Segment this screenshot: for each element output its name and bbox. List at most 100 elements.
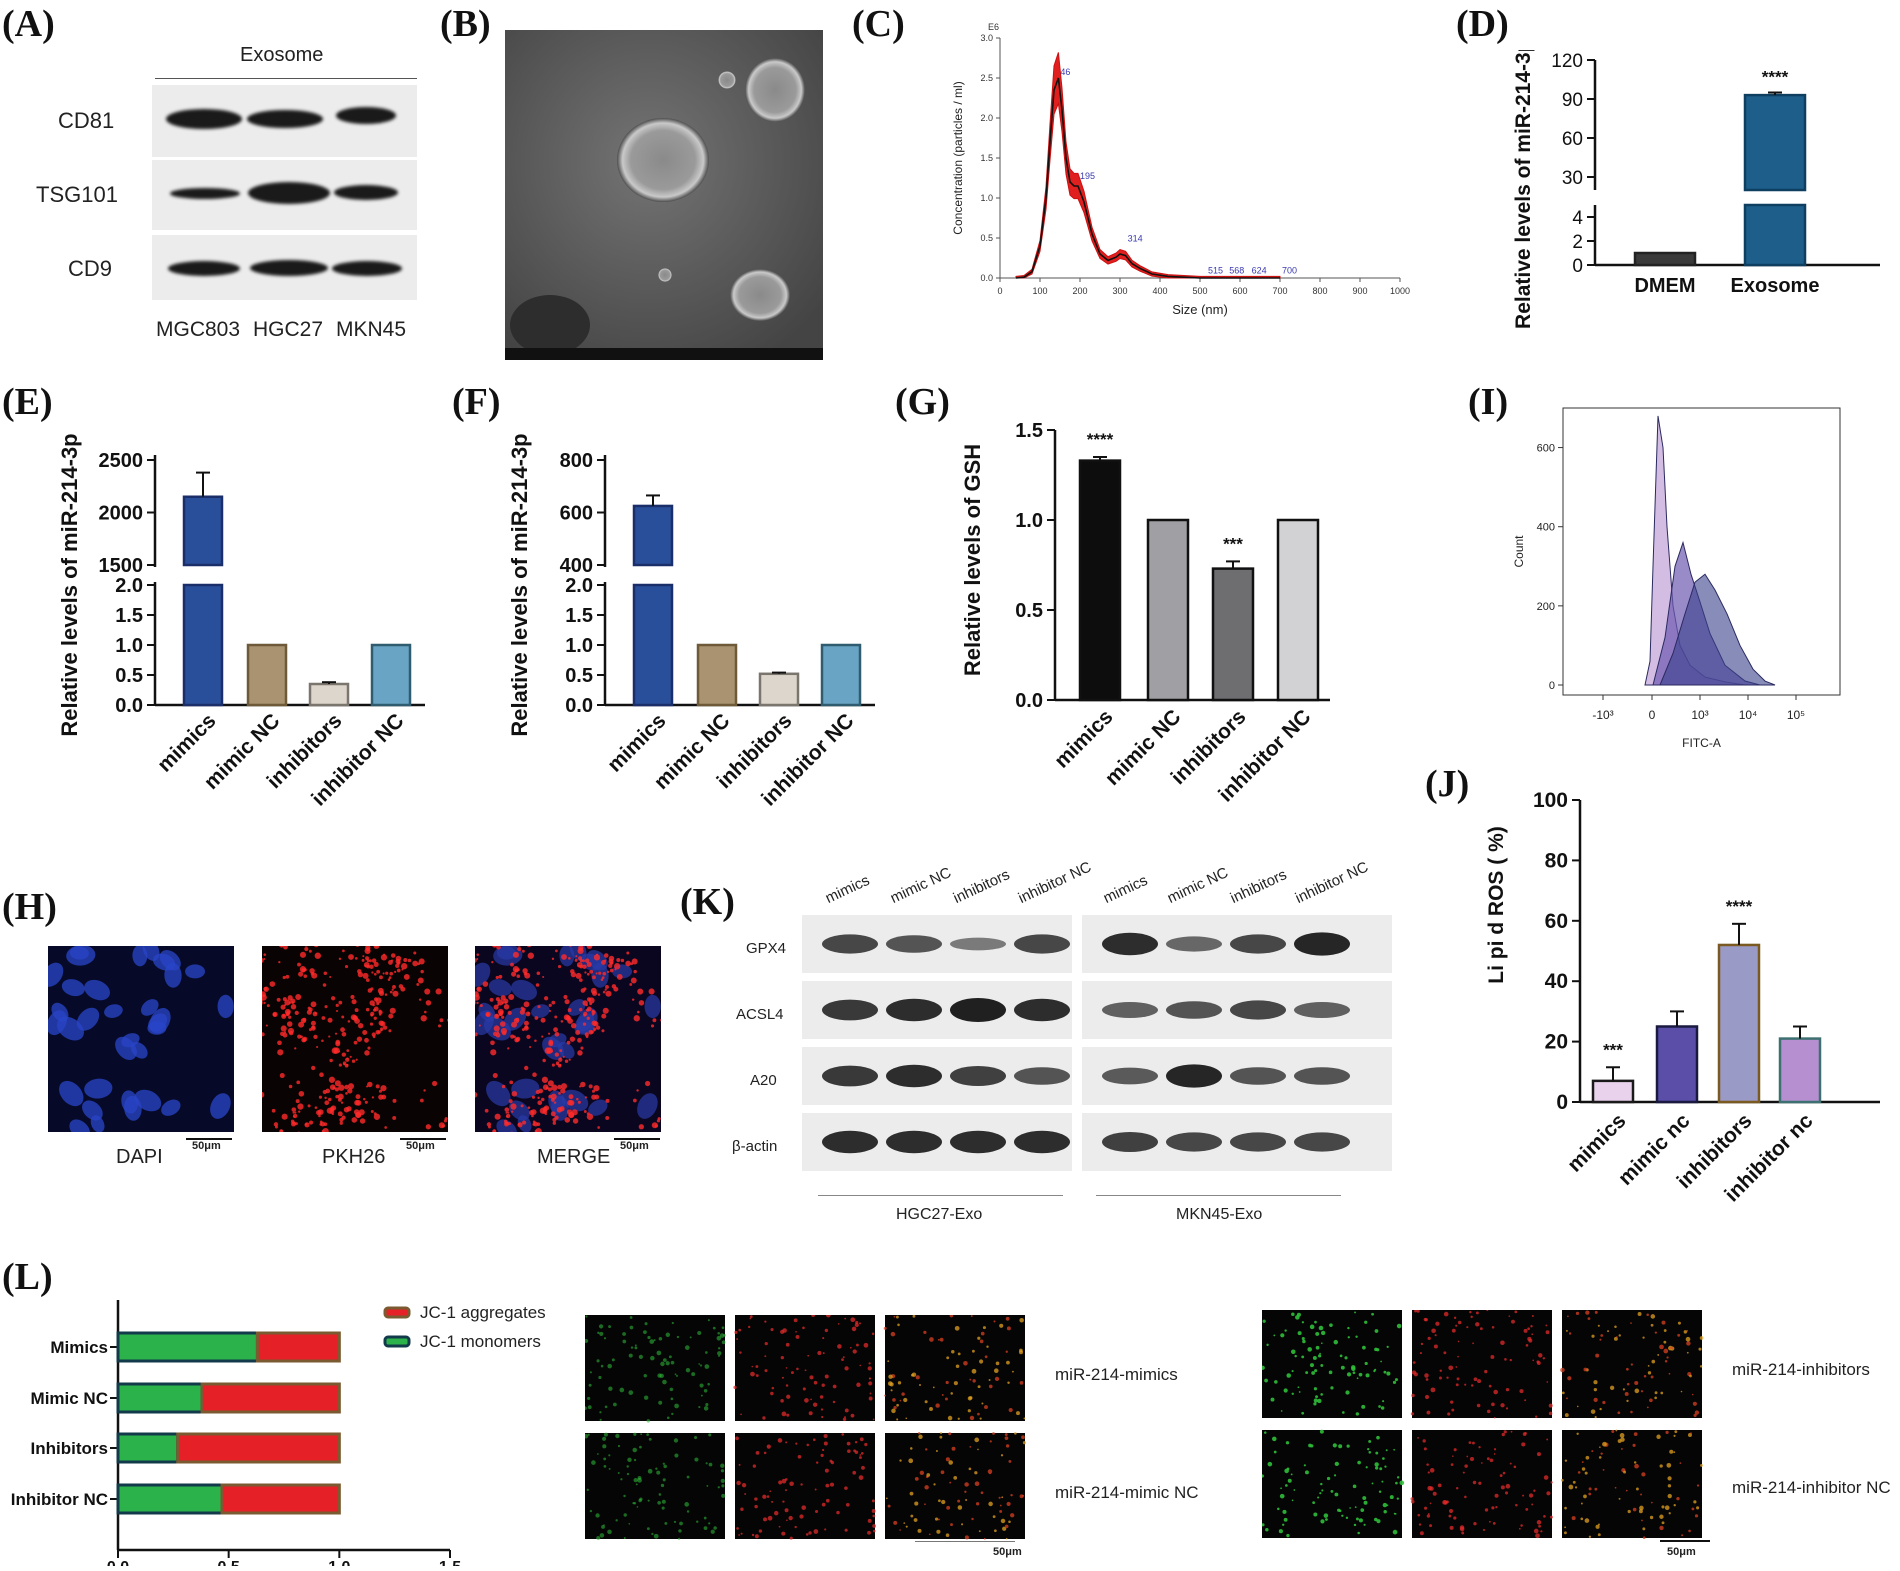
bar-aggregates — [178, 1434, 340, 1462]
lane-label: MKN45 — [336, 318, 406, 342]
fluorescence-puncta — [1662, 1521, 1665, 1524]
y-tick-label: 120 — [1551, 51, 1583, 72]
fluorescence-puncta — [924, 1503, 926, 1505]
fluorescence-puncta — [995, 1377, 999, 1381]
fluorescence-puncta — [1301, 1412, 1304, 1415]
fluorescence-puncta — [919, 1384, 921, 1386]
fluorescence-puncta — [631, 1346, 633, 1348]
fluorescence-puncta — [1493, 1522, 1496, 1525]
y-tick-label: 0.0 — [565, 695, 593, 717]
fluorescence-puncta — [763, 1517, 767, 1521]
fluorescence-puncta — [1620, 1433, 1625, 1438]
fluorescence-puncta — [1349, 1507, 1351, 1509]
nucleus — [508, 976, 540, 1004]
pkh26-puncta — [371, 971, 373, 973]
fluorescence-puncta — [1692, 1508, 1695, 1511]
pkh26-puncta — [601, 1029, 604, 1032]
blot-band — [950, 998, 1006, 1022]
fluorescence-puncta — [1582, 1461, 1584, 1463]
fluorescence-puncta — [809, 1411, 813, 1415]
fluorescence-puncta — [844, 1486, 848, 1490]
fluorescence-puncta — [859, 1322, 861, 1324]
pkh26-puncta — [583, 987, 586, 990]
pkh26-puncta — [336, 1010, 338, 1012]
fluorescence-puncta — [942, 1394, 944, 1396]
fluorescence-puncta — [856, 1383, 860, 1387]
pkh26-puncta — [280, 1129, 283, 1132]
fluorescence-puncta — [964, 1491, 966, 1493]
fluorescence-puncta — [1302, 1321, 1304, 1323]
pkh26-puncta — [358, 1023, 363, 1028]
nucleus — [81, 976, 113, 1004]
fluorescence-puncta — [1450, 1401, 1453, 1404]
fluorescence-puncta — [887, 1360, 889, 1362]
fluorescence-puncta — [1647, 1406, 1649, 1408]
fluorescence-puncta — [1511, 1320, 1515, 1324]
fluorescence-puncta — [1510, 1463, 1512, 1465]
pkh26-puncta — [561, 954, 567, 960]
fluorescence-puncta — [687, 1510, 689, 1512]
fluorescence-puncta — [1379, 1467, 1382, 1470]
blot-band — [1102, 1068, 1158, 1085]
fluorescence-puncta — [868, 1362, 870, 1364]
legend-swatch — [385, 1308, 409, 1317]
fluorescence-puncta — [1573, 1481, 1576, 1484]
fluorescence-puncta — [1274, 1451, 1277, 1454]
pkh26-puncta — [579, 1008, 583, 1012]
fluorescence-puncta — [1421, 1343, 1423, 1345]
fluorescence-puncta — [626, 1465, 628, 1467]
fluorescence-puncta — [938, 1339, 940, 1341]
pkh26-puncta — [573, 1118, 578, 1123]
fluorescence-puncta — [1446, 1377, 1448, 1379]
pkh26-puncta — [334, 1051, 337, 1054]
fluorescence-puncta — [869, 1377, 871, 1379]
blot-band — [1230, 934, 1286, 953]
fluorescence-puncta — [969, 1379, 971, 1381]
fluorescence-puncta — [1669, 1450, 1673, 1454]
pkh26-puncta — [645, 1081, 650, 1086]
y-tick-label: 60 — [1545, 910, 1568, 933]
fluorescence-puncta — [585, 1315, 587, 1317]
fluorescence-puncta — [989, 1379, 991, 1381]
pkh26-puncta — [376, 970, 380, 974]
pkh26-puncta — [420, 970, 423, 973]
pkh26-puncta — [283, 976, 286, 979]
micrograph — [1262, 1430, 1402, 1538]
fluorescence-puncta — [1634, 1381, 1638, 1385]
fluorescence-puncta — [786, 1519, 788, 1521]
fluorescence-puncta — [1426, 1378, 1429, 1381]
fluorescence-puncta — [988, 1502, 993, 1507]
pkh26-puncta — [351, 1117, 357, 1123]
blot-band — [332, 261, 402, 276]
panel-l-stacked-bar: 0.00.51.01.5MimicsMimic NCInhibitorsInhi… — [0, 1290, 560, 1566]
pkh26-puncta — [568, 1008, 572, 1012]
fluorescence-puncta — [781, 1532, 785, 1536]
scale-label: 50μm — [620, 1140, 649, 1152]
fluorescence-puncta — [1281, 1410, 1283, 1412]
pkh26-puncta — [390, 1008, 396, 1014]
fluorescence-puncta — [778, 1438, 783, 1443]
fluorescence-puncta — [634, 1346, 637, 1349]
fluorescence-puncta — [1569, 1332, 1571, 1334]
fluorescence-puncta — [622, 1332, 626, 1336]
pkh26-puncta — [547, 1051, 550, 1054]
fluorescence-puncta — [1019, 1349, 1023, 1353]
fluorescence-puncta — [1329, 1371, 1333, 1375]
pkh26-puncta — [420, 1099, 424, 1103]
pkh26-puncta — [445, 1117, 448, 1120]
fluorescence-puncta — [637, 1478, 642, 1483]
blot-band — [170, 188, 240, 199]
fluorescence-puncta — [645, 1322, 648, 1325]
fluorescence-puncta — [958, 1418, 960, 1420]
fluorescence-puncta — [704, 1526, 708, 1530]
micrograph — [585, 1433, 725, 1539]
pkh26-puncta — [324, 1100, 329, 1105]
pkh26-puncta — [270, 981, 276, 987]
fluorescence-puncta — [1307, 1347, 1312, 1352]
fluorescence-puncta — [914, 1502, 918, 1506]
lane-label: mimic NC — [1165, 864, 1231, 907]
fluorescence-puncta — [1644, 1375, 1647, 1378]
bar — [634, 585, 672, 705]
fluorescence-puncta — [1471, 1384, 1473, 1386]
fluorescence-puncta — [910, 1515, 913, 1518]
